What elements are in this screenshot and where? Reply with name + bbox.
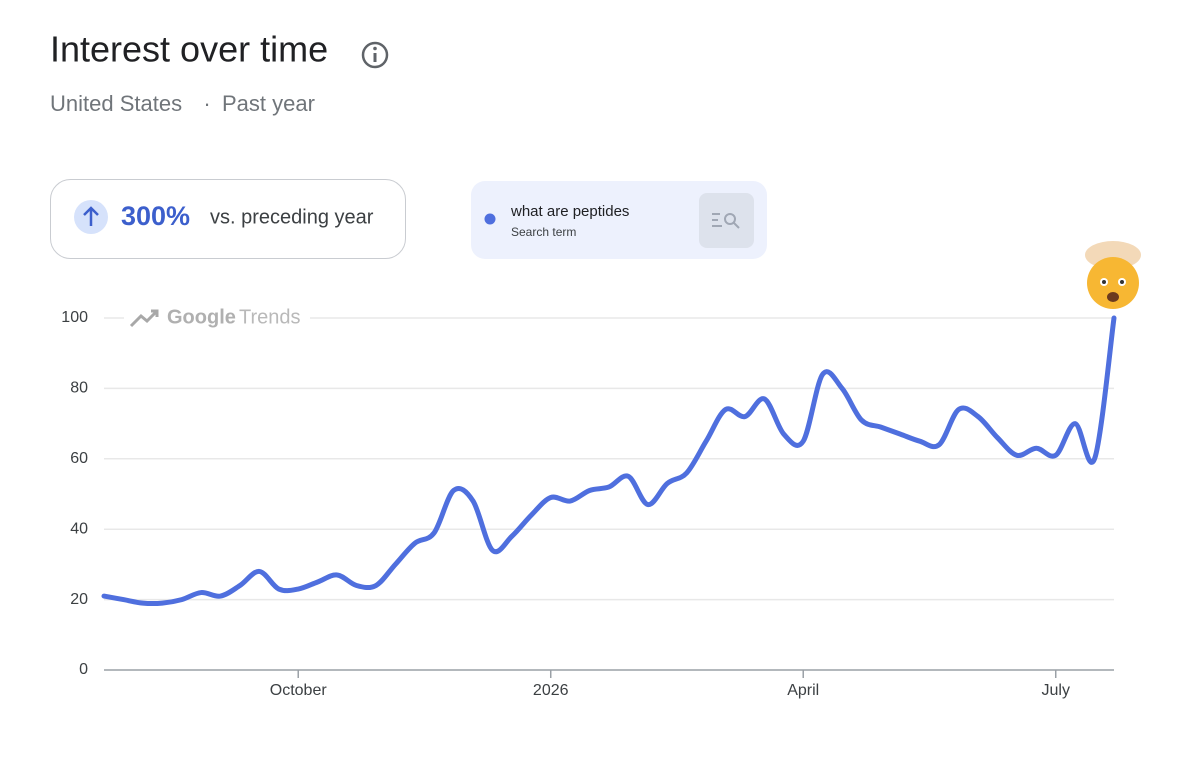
watermark-brand: Google	[167, 306, 236, 328]
change-box	[50, 179, 406, 259]
y-tick-label: 80	[70, 380, 88, 397]
series-line	[101, 315, 1117, 607]
separator: ·	[203, 91, 210, 116]
x-tick-label: July	[1042, 682, 1070, 699]
title: Interest over time	[50, 29, 328, 70]
watermark-product: Trends	[239, 306, 301, 328]
change-label: vs. preceding year	[210, 206, 374, 228]
location: United States	[50, 91, 182, 116]
emoji-face	[1085, 241, 1141, 309]
x-tick-label: April	[787, 682, 819, 699]
y-tick-label: 40	[70, 520, 88, 537]
plot: 0 20 40 60 80 100 October 2026 April July	[61, 309, 1117, 699]
info-icon[interactable]	[361, 41, 389, 69]
legend-caption: Search term	[511, 225, 576, 239]
y-tick-label: 0	[79, 661, 88, 678]
y-tick-label: 20	[70, 591, 88, 608]
x-tick-label: 2026	[533, 682, 569, 699]
period: Past year	[222, 91, 315, 116]
y-tick-label: 60	[70, 450, 88, 467]
term-box[interactable]	[471, 181, 767, 259]
legend-dot	[484, 213, 496, 225]
legend-label: what are peptides	[510, 203, 629, 220]
y-tick-label: 100	[61, 309, 88, 326]
change-value: 300%	[121, 201, 190, 231]
up-arrow	[83, 206, 99, 226]
watermark: Google Trends	[124, 304, 310, 332]
x-tick-label: October	[270, 682, 328, 699]
search-icon-button[interactable]	[699, 193, 754, 248]
